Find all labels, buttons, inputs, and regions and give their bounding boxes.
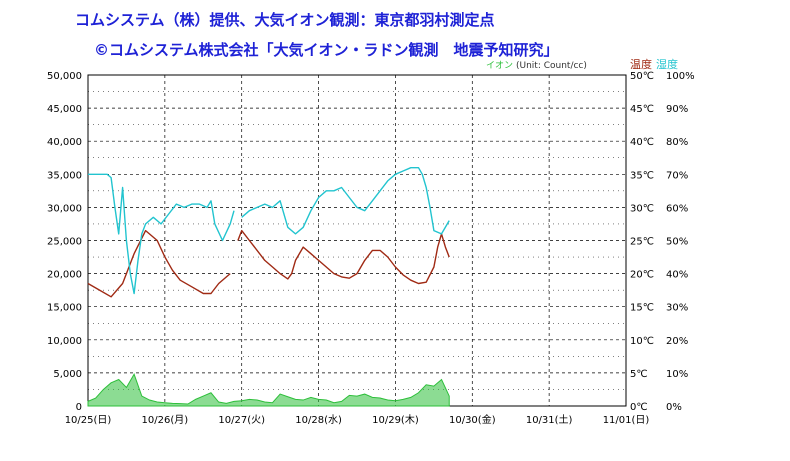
y-right-temperature-tick-label: 10℃ <box>630 336 654 347</box>
y-right-humidity-tick-label: 80% <box>666 137 688 148</box>
plot-area: 0 0℃ 0% 5,000 5℃ 10% 10,000 10℃ 20% 15,000 15℃ 30% 2… <box>47 71 695 426</box>
y-right-temperature-tick-label: 50℃ <box>630 71 654 82</box>
y-right-temperature-tick-label: 40℃ <box>630 137 654 148</box>
series-humidity-line <box>88 173 235 295</box>
y-left-tick-label: 25,000 <box>47 237 82 248</box>
series-ion-area <box>87 373 450 407</box>
y-right-humidity-tick-label: 50% <box>666 237 688 248</box>
y-left-tick-label: 15,000 <box>47 303 82 314</box>
x-tick-label: 10/25(日) <box>65 415 112 426</box>
series-temperature-line <box>87 229 231 298</box>
y-right-humidity-tick-label: 10% <box>666 369 688 380</box>
x-tick-label: 10/29(木) <box>372 414 419 426</box>
y-left-tick-label: 10,000 <box>47 336 82 347</box>
y-right-humidity-tick-label: 70% <box>666 170 688 181</box>
y-right-humidity-tick-label: 60% <box>666 203 688 214</box>
y-right-temperature-tick-label: 20℃ <box>630 270 654 281</box>
chart-subtitle: ©コムシステム株式会社「大気イオン・ラドン観測 地震予知研究」 <box>94 41 559 59</box>
y-left-tick-label: 20,000 <box>47 270 82 281</box>
y-right-humidity-tick-label: 0% <box>666 402 682 413</box>
x-tick-label: 10/31(土) <box>526 413 573 426</box>
y-left-tick-label: 45,000 <box>47 104 82 115</box>
legend-ion-label: イオン <box>486 60 513 71</box>
x-tick-label: 10/28(水) <box>295 414 342 426</box>
y-right-temperature-tick-label: 5℃ <box>630 369 648 380</box>
y-right-humidity-tick-label: 40% <box>666 270 688 281</box>
y-right-temperature-tick-label: 45℃ <box>630 104 654 115</box>
x-tick-label: 10/26(月) <box>142 414 189 426</box>
y-left-tick-label: 35,000 <box>47 170 82 181</box>
x-tick-label: 10/27(火) <box>218 414 265 426</box>
y-right-temperature-tick-label: 35℃ <box>630 170 654 181</box>
y-right-temperature-tick-label: 15℃ <box>630 303 654 314</box>
y-left-tick-label: 30,000 <box>47 203 82 214</box>
y-left-tick-label: 0 <box>76 402 82 413</box>
x-tick-label: 10/30(金) <box>449 413 496 426</box>
y-left-tick-label: 5,000 <box>53 369 82 380</box>
chart-title: コムシステム（株）提供、大気イオン観測：東京都羽村測定点 <box>75 11 495 29</box>
series-humidity-line <box>241 167 450 235</box>
legend-humidity-label: 湿度 <box>656 57 678 71</box>
y-left-tick-label: 50,000 <box>47 71 82 82</box>
legend-unit-label: (Unit: Count/cc) <box>516 61 587 71</box>
x-tick-label: 11/01(日) <box>603 415 650 426</box>
y-right-humidity-tick-label: 30% <box>666 303 688 314</box>
y-right-humidity-tick-label: 90% <box>666 104 688 115</box>
plot-frame <box>87 74 627 407</box>
y-right-temperature-tick-label: 0℃ <box>630 402 648 413</box>
series-temperature-line <box>237 229 450 285</box>
legend-temperature-label: 温度 <box>630 57 652 71</box>
y-left-tick-label: 40,000 <box>47 137 82 148</box>
y-right-temperature-tick-label: 25℃ <box>630 237 654 248</box>
y-right-humidity-tick-label: 100% <box>666 71 695 82</box>
y-right-humidity-tick-label: 20% <box>666 336 688 347</box>
y-right-temperature-tick-label: 30℃ <box>630 203 654 214</box>
